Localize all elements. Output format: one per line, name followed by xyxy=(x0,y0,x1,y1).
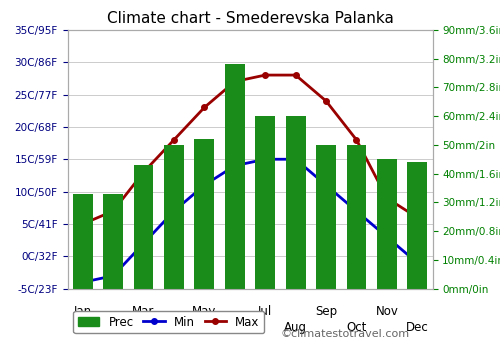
Bar xyxy=(164,145,184,289)
Text: Jun: Jun xyxy=(226,321,244,334)
Bar xyxy=(225,64,244,289)
Text: Aug: Aug xyxy=(284,321,307,334)
Bar xyxy=(346,145,366,289)
Bar xyxy=(194,139,214,289)
Text: Apr: Apr xyxy=(164,321,184,334)
Bar xyxy=(316,145,336,289)
Bar xyxy=(73,194,92,289)
Text: Feb: Feb xyxy=(103,321,124,334)
Bar xyxy=(134,165,154,289)
Text: Jan: Jan xyxy=(74,306,92,318)
Text: Sep: Sep xyxy=(315,306,337,318)
Bar xyxy=(286,116,306,289)
Text: May: May xyxy=(192,306,216,318)
Bar xyxy=(103,194,123,289)
Text: Oct: Oct xyxy=(346,321,366,334)
Bar xyxy=(256,116,275,289)
Bar xyxy=(408,162,427,289)
Text: Jul: Jul xyxy=(258,306,272,318)
Title: Climate chart - Smederevska Palanka: Climate chart - Smederevska Palanka xyxy=(106,11,394,26)
Bar xyxy=(377,159,397,289)
Text: ©climatestotravel.com: ©climatestotravel.com xyxy=(280,329,409,339)
Text: Nov: Nov xyxy=(376,306,398,318)
Legend: Prec, Min, Max: Prec, Min, Max xyxy=(74,311,264,333)
Text: Mar: Mar xyxy=(132,306,154,318)
Text: Dec: Dec xyxy=(406,321,428,334)
